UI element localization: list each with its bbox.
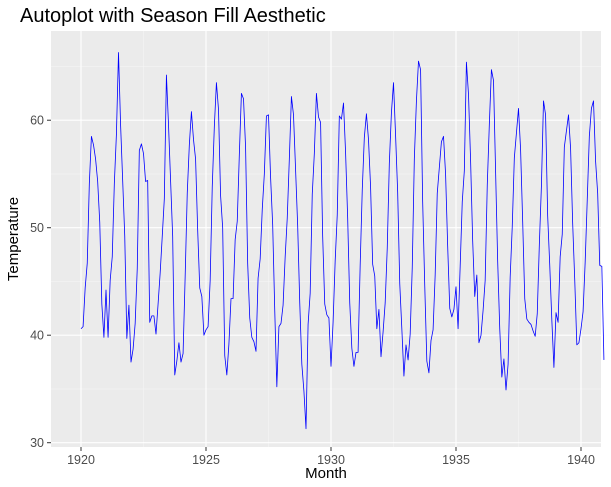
y-tick-label: 40 xyxy=(30,329,44,343)
y-tick-label: 50 xyxy=(30,221,44,235)
x-tick-label: 1935 xyxy=(442,453,470,467)
x-tick-label: 1920 xyxy=(67,453,95,467)
x-axis-title: Month xyxy=(305,465,347,482)
y-axis-ticks: 30 40 50 60 xyxy=(30,114,51,450)
x-tick-label: 1930 xyxy=(317,453,345,467)
y-tick-label: 60 xyxy=(30,114,44,128)
y-tick-label: 30 xyxy=(30,436,44,450)
grid-major xyxy=(51,31,601,447)
temperature-series-line xyxy=(80,52,605,430)
grid-minor xyxy=(51,31,601,447)
x-tick-label: 1940 xyxy=(567,453,595,467)
plot-panel xyxy=(51,31,601,447)
chart-title: Autoplot with Season Fill Aesthetic xyxy=(20,5,326,27)
x-axis-ticks: 1920 1925 1930 1935 1940 xyxy=(67,447,595,467)
y-axis-title: Temperature xyxy=(5,197,22,281)
x-tick-label: 1925 xyxy=(192,453,220,467)
